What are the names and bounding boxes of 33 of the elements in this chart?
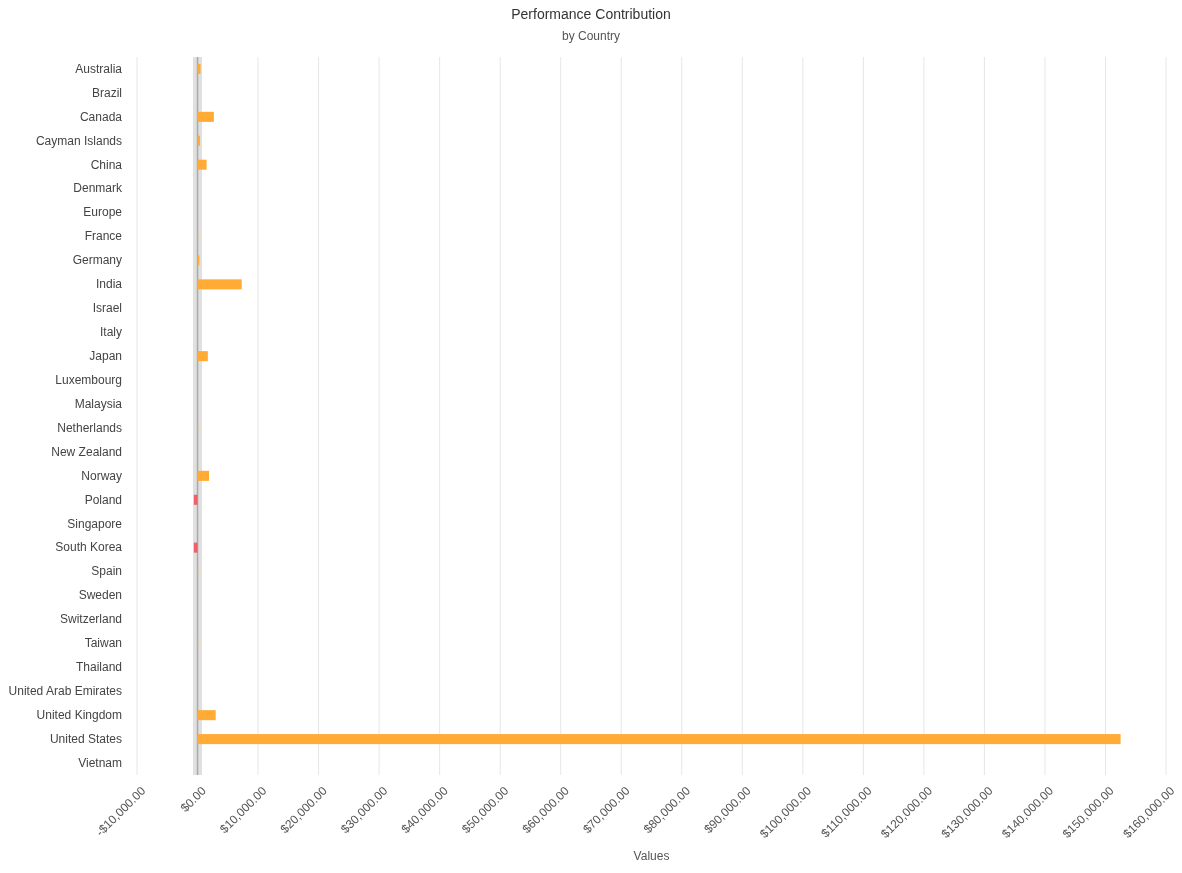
y-tick-label: Brazil <box>91 85 122 100</box>
chart-title: Performance Contribution <box>511 6 671 22</box>
y-tick-label: India <box>95 277 123 292</box>
y-tick-label: Australia <box>75 61 123 76</box>
y-tick-label: Taiwan <box>84 636 122 651</box>
y-tick-label: Japan <box>89 349 122 364</box>
y-tick-label: China <box>90 157 123 172</box>
y-tick-label: Thailand <box>75 660 122 675</box>
y-tick-label: Cayman Islands <box>35 133 122 148</box>
y-tick-label: United States <box>49 731 122 746</box>
y-tick-label: Poland <box>84 492 122 507</box>
chart-subtitle: by Country <box>561 29 621 43</box>
y-tick-label: Sweden <box>78 588 122 603</box>
y-tick-label: Switzerland <box>59 612 122 627</box>
y-tick-label: Netherlands <box>57 420 122 435</box>
y-tick-label: United Kingdom <box>36 708 122 723</box>
y-tick-label: Luxembourg <box>55 372 122 387</box>
y-tick-label: Italy <box>99 325 122 340</box>
y-tick-label: Vietnam <box>78 755 122 770</box>
y-tick-label: Singapore <box>67 516 123 531</box>
y-tick-label: Israel <box>92 301 122 316</box>
y-tick-label: France <box>84 229 123 244</box>
x-axis-title: Values <box>633 849 670 863</box>
y-tick-label: Norway <box>81 468 122 483</box>
y-tick-label: United Arab Emirates <box>8 684 122 699</box>
y-tick-label: Europe <box>83 205 123 220</box>
y-tick-label: Canada <box>79 109 123 124</box>
y-tick-label: Denmark <box>73 181 123 196</box>
y-tick-label: South Korea <box>55 540 123 555</box>
y-tick-label: Germany <box>72 253 122 268</box>
y-tick-label: New Zealand <box>51 444 122 459</box>
y-tick-label: Malaysia <box>74 396 123 411</box>
y-tick-label: Spain <box>91 564 122 579</box>
